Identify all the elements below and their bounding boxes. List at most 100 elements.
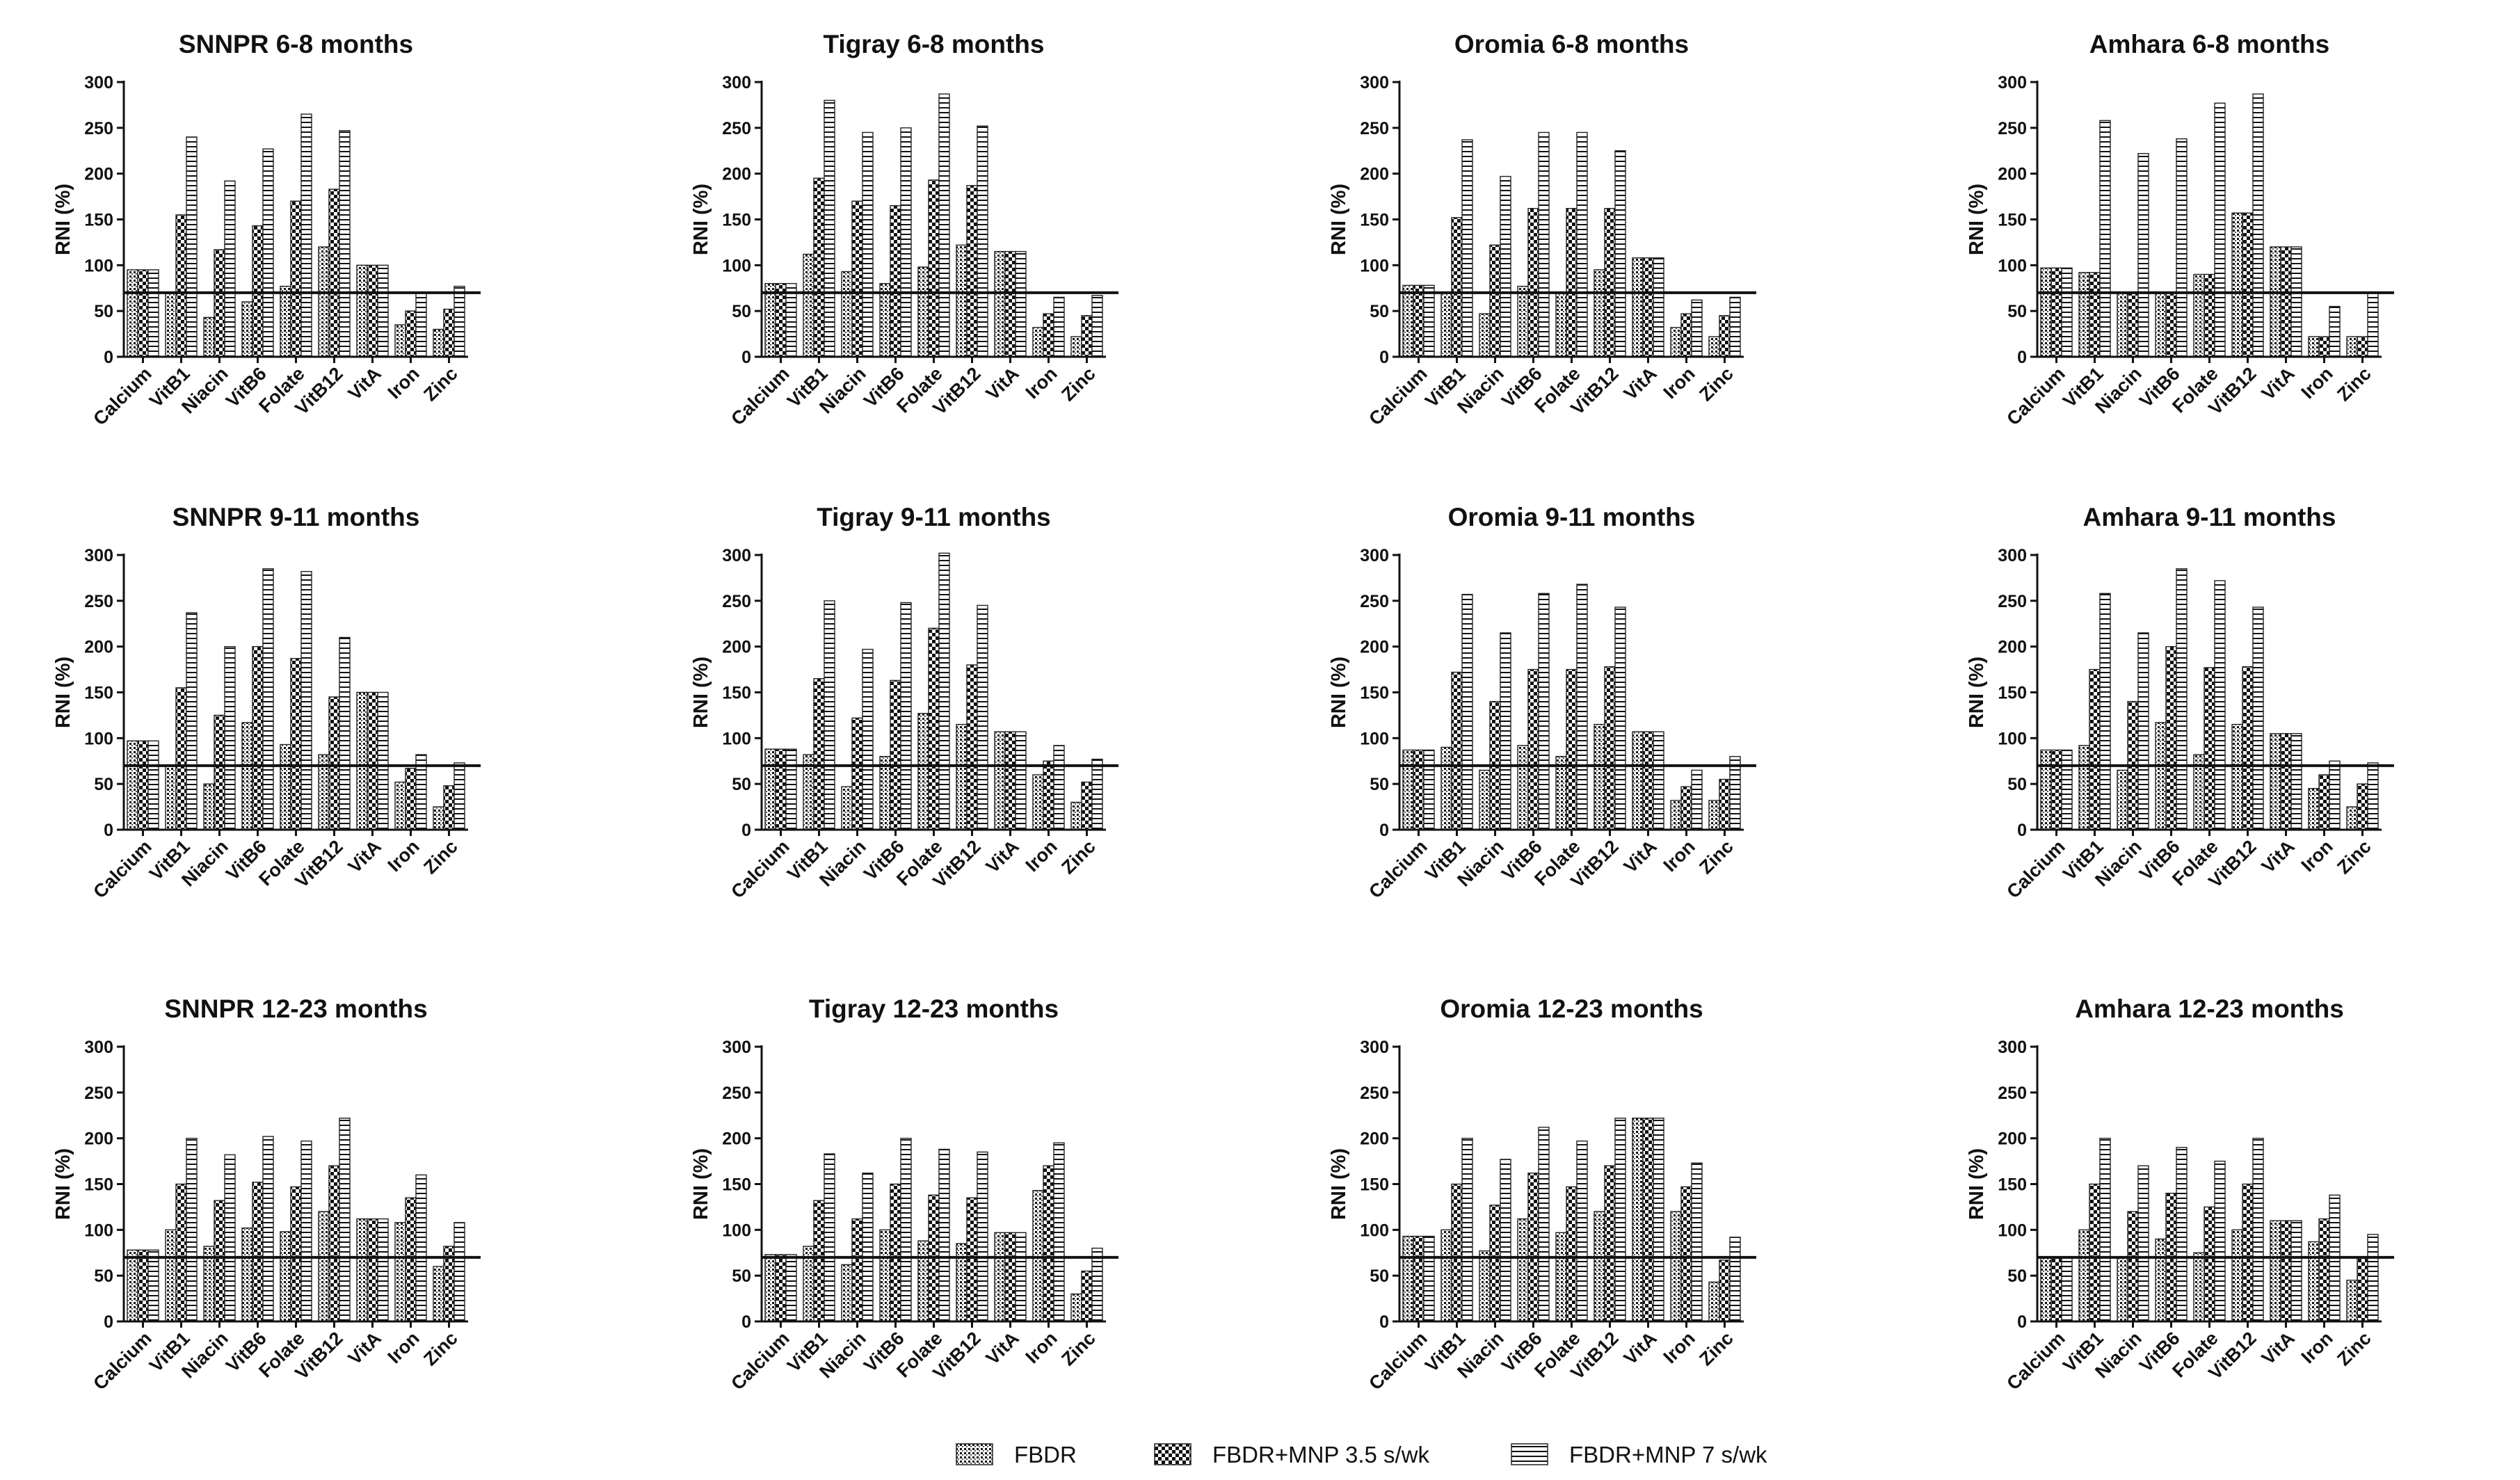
bar-niacin-fbdr-mnp-7-s-wk — [1500, 1159, 1511, 1322]
bar-folate-fbdr-mnp-3-5-s-wk — [1566, 668, 1578, 830]
bar-vitb12-fbdr — [318, 246, 330, 357]
bar-zinc-fbdr-mnp-7-s-wk — [1091, 295, 1103, 357]
x-tick-label-vita: VitA — [982, 1328, 1023, 1369]
x-tick-label-iron: Iron — [2297, 363, 2336, 403]
bar-vitb6-fbdr-mnp-3-5-s-wk — [1527, 208, 1539, 357]
bar-vita-fbdr-mnp-3-5-s-wk — [1004, 250, 1016, 357]
bar-vitb12-fbdr — [318, 1211, 330, 1322]
y-tick-label: 0 — [2017, 821, 2027, 840]
x-tick-label-iron: Iron — [1659, 363, 1699, 403]
bar-niacin-fbdr — [2117, 1257, 2128, 1322]
bar-calcium-fbdr-mnp-7-s-wk — [1423, 284, 1435, 357]
y-tick-label: 100 — [1998, 256, 2027, 275]
bar-vitb1-fbdr — [803, 253, 814, 357]
panel-title: Oromia 9-11 months — [1448, 503, 1696, 531]
bar-vita-fbdr-mnp-7-s-wk — [1653, 257, 1664, 357]
x-tick-label-zinc: Zinc — [1057, 363, 1099, 405]
bar-iron-fbdr-mnp-3-5-s-wk — [2318, 1218, 2330, 1322]
bar-vita-fbdr-mnp-3-5-s-wk — [1642, 257, 1654, 357]
bar-calcium-fbdr-mnp-3-5-s-wk — [1413, 1235, 1424, 1322]
y-tick-label: 250 — [722, 1084, 751, 1103]
x-tick-label-zinc: Zinc — [1057, 1328, 1099, 1369]
bar-vitb12-fbdr-mnp-3-5-s-wk — [1604, 666, 1616, 830]
y-tick-label: 50 — [2007, 1266, 2027, 1286]
bar-vitb6-fbdr-mnp-7-s-wk — [2176, 568, 2188, 830]
y-tick-label: 50 — [94, 302, 113, 321]
bar-iron-fbdr-mnp-7-s-wk — [1053, 1142, 1065, 1322]
bar-calcium-fbdr — [1402, 1235, 1414, 1322]
bar-vitb6-fbdr — [241, 301, 253, 357]
bar-calcium-fbdr-mnp-7-s-wk — [785, 748, 797, 830]
y-tick-label: 50 — [1370, 775, 1389, 794]
y-tick-label: 50 — [1370, 1266, 1389, 1286]
bar-vitb1-fbdr-mnp-7-s-wk — [1461, 1137, 1473, 1322]
panel-tigray-9-11-months: Tigray 9-11 months RNI (%) 0 50 100 150 200 250… — [690, 503, 1118, 903]
bar-calcium-fbdr — [2040, 749, 2052, 830]
y-tick-label: 200 — [722, 165, 751, 184]
bar-vitb12-fbdr-mnp-3-5-s-wk — [1604, 1165, 1616, 1322]
y-axis-label: RNI (%) — [1328, 184, 1350, 255]
panel-title: Tigray 12-23 months — [809, 995, 1059, 1023]
legend-label: FBDR — [1014, 1442, 1077, 1467]
panel-oromia-9-11-months: Oromia 9-11 months RNI (%) 0 50 100 150 200 250… — [1328, 503, 1756, 903]
y-tick-label: 300 — [84, 73, 113, 92]
y-tick-label: 200 — [1998, 1129, 2027, 1149]
bar-folate-fbdr-mnp-7-s-wk — [300, 113, 312, 357]
bar-vitb1-fbdr-mnp-3-5-s-wk — [1451, 217, 1463, 357]
bar-vita-fbdr-mnp-3-5-s-wk — [2280, 733, 2292, 830]
bar-vitb1-fbdr — [2078, 1229, 2090, 1322]
bar-vita-fbdr — [1632, 257, 1644, 357]
bar-vitb1-fbdr — [1440, 1229, 1452, 1322]
bar-vita-fbdr — [994, 1232, 1006, 1322]
bar-vitb6-fbdr-mnp-3-5-s-wk — [890, 679, 901, 830]
bar-calcium-fbdr-mnp-7-s-wk — [147, 269, 159, 357]
bar-folate-fbdr-mnp-7-s-wk — [1576, 131, 1588, 357]
bar-vita-fbdr-mnp-7-s-wk — [2290, 733, 2302, 830]
bar-vitb6-fbdr — [2155, 292, 2167, 357]
bar-vitb12-fbdr-mnp-3-5-s-wk — [328, 188, 340, 357]
bar-vitb12-fbdr — [2231, 212, 2243, 357]
x-tick-label-iron: Iron — [1021, 363, 1061, 403]
panel-amhara-12-23-months: Amhara 12-23 months RNI (%) 0 50 100 150 200 25… — [1966, 995, 2394, 1394]
bar-vitb1-fbdr — [2078, 745, 2090, 830]
bar-folate-fbdr-mnp-3-5-s-wk — [1566, 208, 1578, 357]
bar-folate-fbdr-mnp-3-5-s-wk — [290, 200, 302, 357]
bar-vitb1-fbdr-mnp-3-5-s-wk — [2089, 1183, 2101, 1322]
y-tick-label: 200 — [1360, 165, 1389, 184]
bar-vita-fbdr-mnp-7-s-wk — [377, 691, 389, 830]
bar-niacin-fbdr-mnp-7-s-wk — [2137, 632, 2149, 830]
bar-zinc-fbdr — [2346, 1280, 2358, 1322]
bar-folate-fbdr-mnp-7-s-wk — [300, 1140, 312, 1322]
bar-iron-fbdr-mnp-3-5-s-wk — [1043, 313, 1054, 357]
bar-calcium-fbdr — [764, 748, 776, 830]
bar-zinc-fbdr — [1070, 801, 1082, 830]
y-axis-label: RNI (%) — [1966, 1148, 1988, 1220]
bar-vitb6-fbdr-mnp-7-s-wk — [262, 1136, 274, 1322]
y-tick-label: 250 — [1998, 592, 2027, 611]
bar-calcium-fbdr — [764, 1254, 776, 1322]
bar-iron-fbdr-mnp-3-5-s-wk — [1680, 1186, 1692, 1322]
bar-calcium-fbdr-mnp-3-5-s-wk — [2050, 1257, 2062, 1322]
bar-vitb6-fbdr-mnp-3-5-s-wk — [890, 1183, 901, 1322]
y-tick-label: 150 — [84, 211, 113, 230]
bar-iron-fbdr-mnp-7-s-wk — [1691, 1162, 1703, 1322]
y-tick-label: 250 — [1998, 1084, 2027, 1103]
x-tick-label-vita: VitA — [344, 1328, 385, 1369]
bar-calcium-fbdr-mnp-7-s-wk — [147, 740, 159, 830]
y-tick-label: 0 — [2017, 348, 2027, 367]
y-tick-label: 0 — [1379, 348, 1389, 367]
bar-zinc-fbdr-mnp-3-5-s-wk — [1719, 315, 1731, 357]
bar-folate-fbdr — [2193, 273, 2205, 357]
bar-vita-fbdr-mnp-7-s-wk — [2290, 246, 2302, 357]
bar-niacin-fbdr — [1479, 313, 1491, 357]
y-tick-label: 150 — [722, 1175, 751, 1195]
bar-niacin-fbdr-mnp-7-s-wk — [862, 131, 874, 357]
bar-niacin-fbdr-mnp-3-5-s-wk — [1489, 244, 1501, 357]
bar-vitb6-fbdr-mnp-3-5-s-wk — [1527, 668, 1539, 830]
bar-vitb6-fbdr-mnp-3-5-s-wk — [2165, 292, 2177, 357]
bar-vitb1-fbdr-mnp-3-5-s-wk — [175, 214, 187, 357]
x-tick-label-vita: VitA — [344, 363, 385, 404]
y-tick-label: 0 — [741, 1312, 751, 1332]
bar-zinc-fbdr — [1708, 800, 1720, 830]
